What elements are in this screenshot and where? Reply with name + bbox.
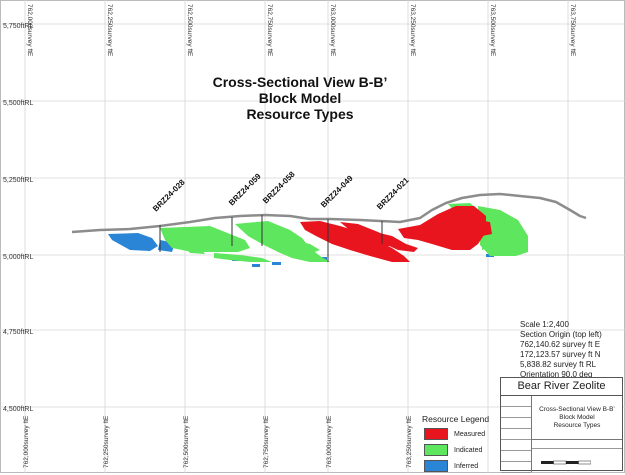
legend-label: Indicated — [454, 446, 483, 454]
drillhole-label: BRZ24-021 — [375, 175, 411, 211]
title-block-cell — [501, 396, 531, 407]
title-block-cell — [501, 418, 531, 429]
elevation-label: 4,750ftRL — [3, 329, 33, 336]
easting-text: 762,140.62 survey ft E — [520, 340, 601, 349]
easting-label-top: 762,500survey ftE — [186, 4, 193, 57]
origin-text: Section Origin (top left) — [520, 330, 602, 339]
topography-line — [71, 192, 587, 234]
inferred-block — [252, 264, 260, 267]
scale-text: Scale 1:2,400 — [520, 320, 569, 329]
indicated-swatch — [424, 444, 448, 456]
legend-label: Measured — [454, 430, 486, 438]
elevation-label: 5,250ftRL — [3, 177, 33, 184]
drillhole-label: BRZ24-059 — [227, 171, 263, 207]
easting-label-bottom: 762,000survey ftE — [23, 415, 30, 468]
orientation-text: Orientation 90.0 deg — [520, 370, 593, 379]
inferred-block-group — [108, 233, 158, 251]
elevation-label: 5,000ftRL — [3, 254, 33, 261]
easting-label-bottom: 762,750survey ftE — [263, 415, 270, 468]
scale-bar — [541, 460, 591, 465]
easting-label-bottom: 762,250survey ftE — [103, 415, 110, 468]
title-block-line-2: Block Model — [559, 414, 595, 421]
title-block-title: Cross-Sectional View B-B’ Block Model Re… — [532, 396, 622, 440]
elevation-label: 4,500ftRL — [3, 406, 33, 413]
figure-title: Cross-Sectional View B-B’ Block Model Re… — [213, 74, 388, 122]
indicated-block-group — [180, 240, 205, 254]
title-block: Bear River Zeolite Cross-Sectional View … — [500, 377, 623, 473]
title-line-3: Resource Types — [246, 106, 353, 122]
title-block-cell — [501, 440, 531, 451]
title-block-cell — [501, 462, 531, 473]
easting-labels-top: 762,000survey ftE 762,250survey ftE 762,… — [26, 4, 576, 57]
legend-label: Inferred — [454, 462, 479, 470]
indicated-block-group — [292, 240, 320, 253]
title-block-cells — [501, 396, 532, 473]
indicated-block-group — [482, 240, 492, 250]
title-block-cell — [501, 451, 531, 462]
drillhole-label: BRZ24-028 — [151, 177, 187, 213]
inferred-swatch — [424, 460, 448, 472]
easting-label-bottom: 762,500survey ftE — [183, 415, 190, 468]
elevation-labels: 5,750ftRL 5,500ftRL 5,250ftRL 5,000ftRL … — [3, 23, 33, 413]
title-block-cell — [501, 429, 531, 440]
title-block-note — [532, 440, 622, 449]
title-line-1: Cross-Sectional View B-B’ — [213, 74, 388, 90]
elevation-label: 5,750ftRL — [3, 23, 33, 30]
measured-swatch — [424, 428, 448, 440]
drillhole-traces — [159, 215, 383, 262]
easting-label-bottom: 763,250survey ftE — [406, 415, 413, 468]
indicated-block-group — [214, 253, 272, 262]
elevation-text: 5,838.82 survey ft RL — [520, 360, 597, 369]
title-block-body: Cross-Sectional View B-B’ Block Model Re… — [501, 396, 622, 473]
section-info: Scale 1:2,400 Section Origin (top left) … — [520, 320, 602, 380]
easting-label-top: 763,500survey ftE — [489, 4, 496, 57]
resource-legend: Resource Legend Measured Indicated Infer… — [422, 414, 498, 475]
legend-title: Resource Legend — [422, 414, 490, 424]
legend-item-inferred: Inferred — [422, 459, 498, 473]
measured-blocks — [300, 206, 492, 262]
measured-block-group — [375, 232, 418, 252]
easting-label-top: 762,250survey ftE — [106, 4, 113, 57]
easting-label-top: 763,750survey ftE — [569, 4, 576, 57]
northing-text: 172,123.57 survey ft N — [520, 350, 601, 359]
drillhole-labels: BRZ24-028 BRZ24-059 BRZ24-058 BRZ24-049 … — [151, 169, 411, 213]
title-block-line-3: Resource Types — [553, 422, 601, 429]
title-block-line-1: Cross-Sectional View B-B’ — [539, 406, 615, 413]
drillhole-label: BRZ24-049 — [319, 173, 355, 209]
indicated-blocks — [160, 203, 528, 262]
company-name: Bear River Zeolite — [501, 378, 622, 396]
legend-item-indicated: Indicated — [422, 443, 498, 457]
easting-label-top: 763,250survey ftE — [409, 4, 416, 57]
easting-labels-bottom: 762,000survey ftE 762,250survey ftE 762,… — [23, 415, 413, 468]
easting-label-top: 762,000survey ftE — [26, 4, 33, 57]
measured-block-group — [478, 220, 492, 236]
indicated-block-group — [478, 206, 528, 256]
drillhole-label: BRZ24-058 — [261, 169, 297, 205]
legend-item-measured: Measured — [422, 427, 498, 441]
title-block-cell — [501, 407, 531, 418]
measured-block-group — [398, 206, 486, 250]
inferred-block — [272, 262, 281, 265]
easting-label-top: 763,000survey ftE — [329, 4, 336, 57]
easting-label-bottom: 763,000survey ftE — [326, 415, 333, 468]
indicated-block-group — [160, 226, 250, 252]
elevation-label: 5,500ftRL — [3, 100, 33, 107]
title-line-2: Block Model — [259, 90, 341, 106]
easting-label-top: 762,750survey ftE — [266, 4, 273, 57]
